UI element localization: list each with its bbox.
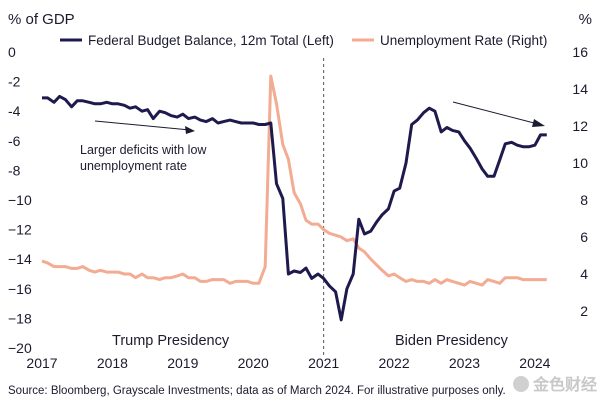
left-tick-label: −16 — [8, 281, 32, 297]
right-axis-unit: % — [579, 11, 592, 28]
annotation-text-line2: unemployment rate — [80, 159, 187, 173]
right-axis-ticks: 2 4 6 8 10 12 14 16 — [572, 44, 588, 319]
left-tick-label: -6 — [8, 133, 21, 149]
left-tick-label: 0 — [8, 44, 16, 60]
left-tick-label: −14 — [8, 251, 32, 267]
left-axis-ticks: 0 -2 -4 -6 -8 −10 −12 −14 −16 −18 −20 — [8, 44, 32, 356]
annotation-right — [452, 101, 545, 127]
watermark: 金色财经 — [513, 375, 597, 394]
annotation-arrowhead-left — [185, 126, 195, 134]
right-tick-label: 8 — [580, 192, 588, 208]
x-tick-label: 2017 — [26, 355, 57, 371]
left-tick-label: −20 — [8, 340, 32, 356]
right-tick-label: 16 — [572, 44, 588, 60]
left-tick-label: -2 — [8, 74, 21, 90]
annotation-arrow-left — [94, 120, 191, 131]
annotation-arrow-right — [452, 101, 539, 125]
left-tick-label: −12 — [8, 222, 32, 238]
era-label-biden: Biden Presidency — [395, 333, 509, 349]
right-tick-label: 10 — [572, 155, 588, 171]
x-tick-label: 2024 — [519, 355, 550, 371]
legend: Federal Budget Balance, 12m Total (Left)… — [60, 33, 547, 48]
annotation-arrowhead-right — [532, 119, 545, 127]
right-tick-label: 4 — [580, 266, 588, 282]
x-tick-label: 2021 — [308, 355, 339, 371]
right-tick-label: 6 — [580, 229, 588, 245]
right-tick-label: 2 — [580, 303, 588, 319]
x-tick-label: 2023 — [449, 355, 480, 371]
source-note: Source: Bloomberg, Grayscale Investments… — [8, 385, 506, 397]
series-line-budget — [42, 94, 547, 322]
x-tick-label: 2020 — [238, 355, 269, 371]
watermark-logo-icon — [513, 376, 529, 392]
left-tick-label: -4 — [8, 103, 21, 119]
series-line-unemployment — [41, 74, 547, 287]
annotation-text-line1: Larger deficits with low — [80, 143, 207, 157]
era-label-trump: Trump Presidency — [112, 333, 230, 349]
legend-label-budget: Federal Budget Balance, 12m Total (Left) — [88, 33, 334, 48]
annotation-left: Larger deficits with low unemployment ra… — [80, 120, 207, 173]
left-tick-label: −18 — [8, 310, 32, 326]
legend-label-unemployment: Unemployment Rate (Right) — [380, 33, 547, 48]
left-tick-label: −10 — [8, 192, 32, 208]
left-tick-label: -8 — [8, 162, 21, 178]
right-tick-label: 12 — [572, 118, 588, 134]
x-tick-label: 2022 — [378, 355, 409, 371]
x-tick-label: 2019 — [167, 355, 198, 371]
x-axis-ticks: 2017 2018 2019 2020 2021 2022 2023 2024 — [26, 355, 550, 371]
x-tick-label: 2018 — [97, 355, 128, 371]
watermark-text: 金色财经 — [532, 375, 597, 394]
left-axis-unit: % of GDP — [8, 11, 75, 28]
right-tick-label: 14 — [572, 81, 588, 97]
